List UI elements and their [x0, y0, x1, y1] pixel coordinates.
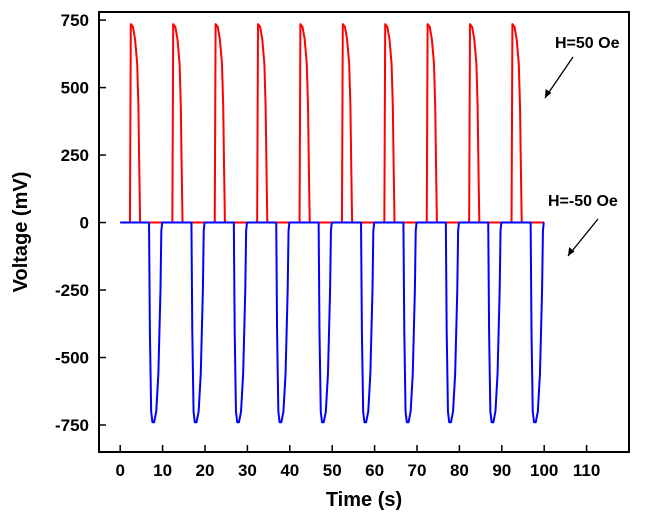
- plot-frame: [98, 11, 630, 453]
- x-axis: 0 10 20 30 40 50 60 70 80 90 100 110: [115, 445, 600, 480]
- annotation-arrowhead-negative: [568, 247, 575, 256]
- annotation-arrowhead-positive: [545, 89, 552, 98]
- x-tick-label: 20: [196, 461, 215, 480]
- series-line-0: [120, 23, 545, 224]
- series-line-1: [120, 221, 545, 424]
- y-tick-label: -750: [55, 416, 89, 435]
- annotation-h-positive: H=50 Oe: [555, 35, 620, 52]
- x-axis-title: Time (s): [326, 489, 402, 511]
- x-tick-label: 70: [408, 461, 427, 480]
- y-tick-label: 750: [61, 11, 89, 30]
- annotation-arrow-negative: [567, 218, 599, 257]
- y-tick-label: 500: [61, 79, 89, 98]
- x-tick-label: 50: [323, 461, 342, 480]
- annotation-arrow-positive: [544, 56, 574, 99]
- y-tick-label: -500: [55, 349, 89, 368]
- x-tick-label: 0: [115, 461, 124, 480]
- x-tick-label: 110: [573, 461, 600, 480]
- annotation-h-negative: H=-50 Oe: [548, 193, 618, 210]
- y-tick-label: 0: [80, 214, 89, 233]
- x-tick-label: 10: [153, 461, 172, 480]
- y-axis: -750 -500 -250 0 250 500 750: [55, 11, 106, 435]
- x-tick-label: 30: [238, 461, 257, 480]
- y-tick-label: 250: [61, 146, 89, 165]
- x-tick-label: 80: [450, 461, 469, 480]
- plot-area: [99, 12, 629, 452]
- series-layer: [120, 23, 545, 424]
- x-tick-label: 40: [280, 461, 299, 480]
- y-axis-title: Voltage (mV): [10, 172, 32, 293]
- x-tick-label: 100: [530, 461, 558, 480]
- y-tick-label: -250: [55, 281, 89, 300]
- x-tick-label: 90: [492, 461, 511, 480]
- x-tick-label: 60: [365, 461, 384, 480]
